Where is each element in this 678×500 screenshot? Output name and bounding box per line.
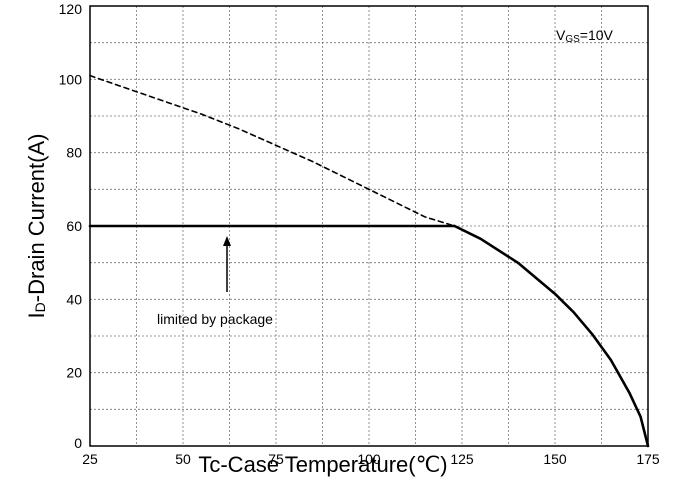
y-axis-title-rest: -Drain Current(A) (24, 134, 49, 303)
y-tick-label: 20 (66, 365, 82, 381)
package-limit-label: limited by package (157, 311, 273, 327)
y-tick-label: 120 (59, 1, 83, 17)
x-tick-labels: 25 50 75 100 125 150 175 (82, 451, 660, 467)
x-tick-label: 75 (268, 451, 284, 467)
y-tick-label: 60 (66, 218, 82, 234)
y-tick-label: 40 (66, 291, 82, 307)
y-tick-labels: 0 20 40 60 80 100 120 (59, 1, 83, 451)
x-tick-label: 25 (82, 451, 98, 467)
y-axis-title-sub: D (32, 302, 48, 312)
condition-label-main: V (556, 27, 566, 43)
plot-frame (89, 5, 649, 447)
y-tick-label: 80 (66, 145, 82, 161)
condition-label-sub: GS (565, 34, 580, 45)
x-axis-title: Tc-Case Temperature(℃) (198, 452, 447, 477)
x-tick-label: 125 (450, 451, 474, 467)
x-tick-label: 50 (175, 451, 191, 467)
condition-label: VGS=10V (556, 27, 614, 45)
series-line-1 (89, 74, 456, 227)
series-line-3 (453, 224, 650, 448)
condition-label-rest: =10V (580, 27, 614, 43)
series-group (88, 74, 650, 448)
x-tick-label: 100 (357, 451, 381, 467)
y-axis-title: ID-Drain Current(A) (24, 134, 49, 319)
package-limit-arrow (223, 236, 231, 292)
y-axis-title-main: I (24, 312, 49, 318)
y-tick-label: 100 (59, 71, 83, 87)
y-tick-label: 0 (74, 435, 82, 451)
x-tick-label: 150 (543, 451, 567, 467)
x-tick-label: 175 (636, 451, 660, 467)
